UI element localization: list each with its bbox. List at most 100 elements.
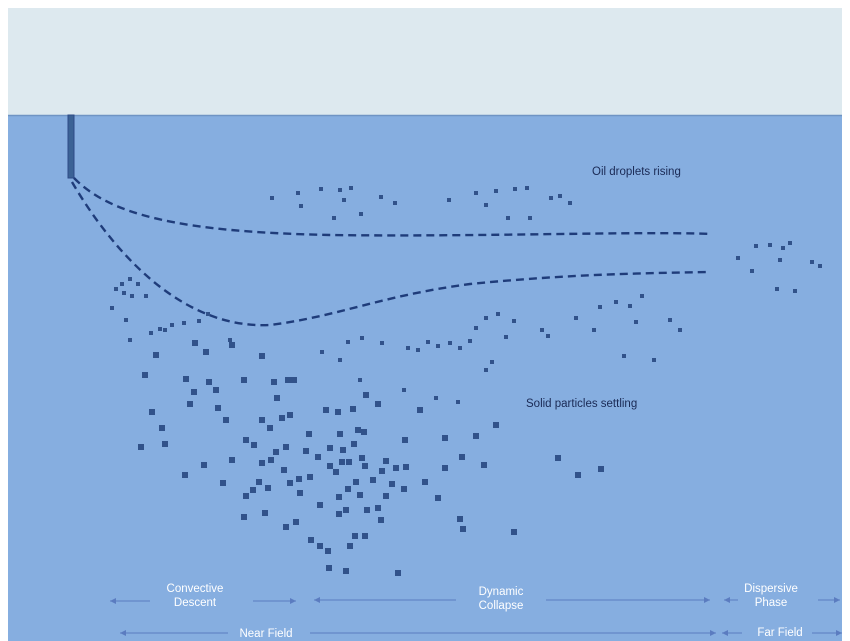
solid-particle (598, 466, 604, 472)
convective-descent-label: Convective Descent (150, 582, 240, 610)
solid-particle-small (574, 316, 578, 320)
solid-particle-small (634, 320, 638, 324)
dynamic-line2: Collapse (478, 600, 524, 612)
solid-particle-small (416, 348, 420, 352)
solid-particle (153, 352, 159, 358)
solid-particle (460, 526, 466, 532)
solid-particle (243, 493, 249, 499)
oil-droplet (754, 244, 758, 248)
solid-particle-small (490, 360, 494, 364)
solid-particle-small (128, 277, 132, 281)
solid-particle (283, 444, 289, 450)
dispersive-left-arrow-head (724, 597, 730, 603)
solid-particle-small (124, 318, 128, 322)
solid-particle (271, 379, 277, 385)
solid-particle (555, 455, 561, 461)
solid-particle (361, 429, 367, 435)
solid-particle (241, 514, 247, 520)
solid-particle-small (668, 318, 672, 322)
solid-particle-small (512, 319, 516, 323)
oil-droplet (332, 216, 336, 220)
solid-particle (481, 462, 487, 468)
solid-particle (251, 442, 257, 448)
oil-droplet (793, 289, 797, 293)
solid-particle-small (122, 291, 126, 295)
solid-particle (220, 480, 226, 486)
solid-particle (339, 459, 345, 465)
solid-particle-small (436, 344, 440, 348)
solid-particle (362, 463, 368, 469)
solid-particle (250, 487, 256, 493)
solid-particle (306, 431, 312, 437)
solid-particle (317, 543, 323, 549)
phase-arrows (110, 597, 842, 636)
solid-particle (401, 486, 407, 492)
solid-particle-small (496, 312, 500, 316)
solid-particle (375, 401, 381, 407)
solid-particle (402, 437, 408, 443)
solid-particle (206, 379, 212, 385)
oil-droplet (342, 198, 346, 202)
solid-particle (370, 477, 376, 483)
solid-particle-small (484, 368, 488, 372)
solid-particle (326, 565, 332, 571)
solid-particle (362, 533, 368, 539)
solid-particle-small (206, 312, 210, 316)
solid-particle-small (360, 336, 364, 340)
solid-particle (291, 377, 297, 383)
solid-particle (274, 395, 280, 401)
solid-particle (243, 437, 249, 443)
oil-droplet (299, 204, 303, 208)
solid-particle (327, 463, 333, 469)
solid-particle-small (110, 306, 114, 310)
plume-upper-boundary (73, 177, 713, 237)
solid-particle (378, 517, 384, 523)
solid-particle (364, 507, 370, 513)
oil-droplet (484, 203, 488, 207)
solid-particle-small (114, 287, 118, 291)
solid-particle (192, 340, 198, 346)
solid-particle (265, 485, 271, 491)
solid-particle (343, 507, 349, 513)
oil-droplet (768, 243, 772, 247)
oil-droplet (750, 269, 754, 273)
solid-particle (183, 376, 189, 382)
solid-particle (259, 417, 265, 423)
solid-particle-small (120, 282, 124, 286)
oil-droplet (781, 246, 785, 250)
solid-particle-small (458, 346, 462, 350)
solid-particle (293, 519, 299, 525)
solid-particle (379, 468, 385, 474)
convective-line1: Convective (166, 583, 224, 595)
solid-particle (142, 372, 148, 378)
solid-particle-small (128, 338, 132, 342)
solid-particle-small (380, 341, 384, 345)
solid-particle (575, 472, 581, 478)
solid-particle (323, 407, 329, 413)
solid-particle-small (406, 346, 410, 350)
solid-particle-small (402, 388, 406, 392)
solid-particle (383, 458, 389, 464)
solid-particle (435, 495, 441, 501)
oil-droplet (775, 287, 779, 291)
oil-droplet (778, 258, 782, 262)
solid-particle-small (678, 328, 682, 332)
solid-particle (296, 476, 302, 482)
solid-particle (457, 516, 463, 522)
solid-particle (287, 480, 293, 486)
water-region (8, 115, 842, 641)
solid-particle (327, 445, 333, 451)
solid-particle-small (448, 341, 452, 345)
solid-particle (267, 425, 273, 431)
solid-particle (336, 494, 342, 500)
solid-particles-label: Solid particles settling (526, 398, 638, 410)
solid-particle (340, 447, 346, 453)
oil-droplet (568, 201, 572, 205)
near-field-label: Near Field (239, 628, 293, 640)
solid-particle-small (130, 294, 134, 298)
far-field-left-arrow-head (722, 630, 728, 636)
dynamic-left-arrow-head (314, 597, 320, 603)
solid-particle-small (136, 282, 140, 286)
solid-particle (375, 505, 381, 511)
solid-particle-small (426, 340, 430, 344)
